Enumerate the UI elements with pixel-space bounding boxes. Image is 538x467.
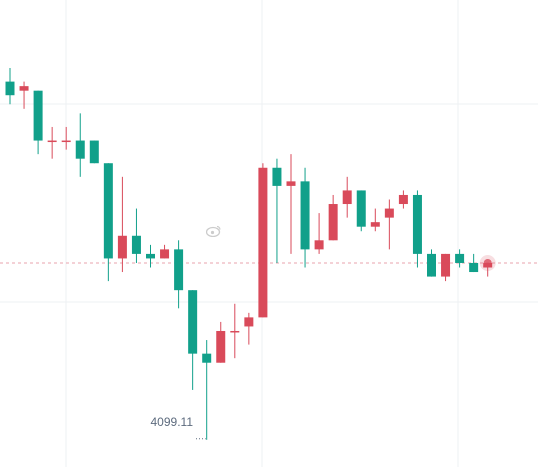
candle-body bbox=[244, 317, 253, 326]
candle-body bbox=[188, 290, 197, 353]
candle bbox=[76, 113, 85, 176]
watermark bbox=[206, 224, 224, 240]
candle bbox=[146, 245, 155, 268]
candle-body bbox=[118, 236, 127, 259]
candle bbox=[329, 195, 338, 240]
candle bbox=[385, 199, 394, 249]
candle bbox=[160, 245, 169, 259]
candle-body bbox=[174, 249, 183, 290]
candle-body bbox=[76, 141, 85, 159]
candle-body bbox=[160, 249, 169, 258]
candle-body bbox=[132, 236, 141, 254]
candle bbox=[34, 91, 43, 154]
candle bbox=[301, 168, 310, 268]
candle-body bbox=[20, 86, 29, 91]
candle bbox=[258, 163, 267, 317]
candle bbox=[174, 240, 183, 308]
candle bbox=[287, 154, 296, 254]
candle bbox=[90, 141, 99, 164]
last-price-dot bbox=[484, 259, 492, 267]
weibo-icon bbox=[206, 225, 222, 237]
candle-body bbox=[385, 209, 394, 218]
candle-body bbox=[48, 141, 57, 143]
candle bbox=[230, 304, 239, 358]
candle bbox=[48, 127, 57, 159]
candle bbox=[188, 290, 197, 390]
candle bbox=[427, 249, 436, 276]
candle-body bbox=[455, 254, 464, 263]
candle bbox=[357, 190, 366, 231]
last-price-layer bbox=[196, 255, 496, 439]
candle bbox=[469, 254, 478, 272]
candle-body bbox=[287, 181, 296, 186]
candles bbox=[6, 68, 493, 440]
candle-body bbox=[329, 204, 338, 240]
candle-body bbox=[399, 195, 408, 204]
candle-body bbox=[216, 331, 225, 363]
candle bbox=[202, 340, 211, 440]
candle bbox=[399, 190, 408, 208]
candle bbox=[413, 190, 422, 267]
candle-body bbox=[441, 254, 450, 277]
candle bbox=[272, 159, 281, 263]
candle-body bbox=[272, 168, 281, 186]
candle-body bbox=[469, 263, 478, 272]
candle-body bbox=[413, 195, 422, 254]
candle bbox=[244, 313, 253, 345]
candle-body bbox=[357, 190, 366, 226]
candle bbox=[315, 213, 324, 254]
candle-body bbox=[315, 240, 324, 249]
candle bbox=[6, 68, 15, 104]
candle bbox=[216, 322, 225, 363]
candle-body bbox=[104, 163, 113, 258]
candle bbox=[20, 82, 29, 109]
candle bbox=[371, 209, 380, 232]
candle bbox=[62, 127, 71, 150]
candle bbox=[104, 163, 113, 281]
candle-body bbox=[371, 222, 380, 227]
candle bbox=[441, 254, 450, 281]
candle-body bbox=[230, 331, 239, 333]
candle bbox=[118, 177, 127, 272]
candle-body bbox=[34, 91, 43, 141]
candle bbox=[132, 209, 141, 263]
candle-body bbox=[258, 168, 267, 318]
candle-body bbox=[62, 141, 71, 143]
candle-body bbox=[146, 254, 155, 259]
min-price-label: 4099.11 bbox=[151, 415, 194, 429]
candle-body bbox=[6, 82, 15, 96]
candle-body bbox=[202, 354, 211, 363]
candle-body bbox=[343, 190, 352, 204]
candle-body bbox=[301, 181, 310, 249]
candle bbox=[455, 249, 464, 267]
candle bbox=[343, 177, 352, 218]
candle-body bbox=[90, 141, 99, 164]
candle-body bbox=[427, 254, 436, 277]
